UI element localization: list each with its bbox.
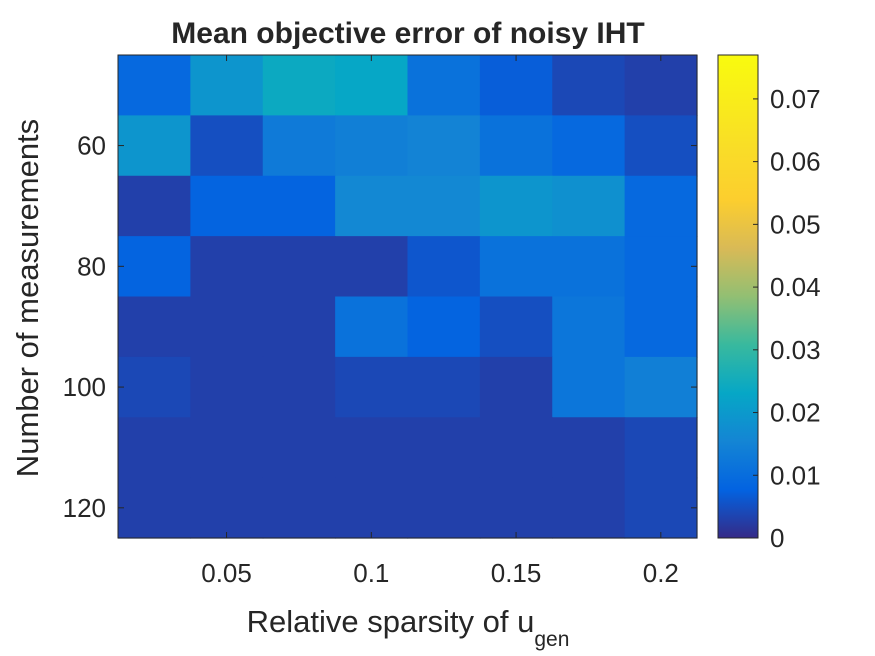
heatmap-cell xyxy=(190,236,264,298)
y-axis-label: Number of measurements xyxy=(10,119,45,477)
heatmap-cell xyxy=(118,236,191,298)
heatmap-cell xyxy=(624,175,698,237)
colorbar-tick-label: 0.05 xyxy=(770,209,821,239)
heatmap-cell xyxy=(479,115,553,177)
heatmap-cell xyxy=(335,417,409,479)
x-tick-label: 0.15 xyxy=(491,558,542,588)
heatmap-cell xyxy=(118,356,191,418)
heatmap-cell xyxy=(335,356,409,418)
heatmap-cell xyxy=(335,477,409,539)
heatmap-cell xyxy=(190,175,264,237)
heatmap-cell xyxy=(552,55,626,116)
heatmap-cell xyxy=(624,356,698,418)
heatmap-cell xyxy=(407,296,481,358)
plot-frame xyxy=(117,54,698,539)
heatmap-cell xyxy=(407,115,481,177)
x-tick-label: 0.05 xyxy=(201,558,252,588)
heatmap-cell xyxy=(407,236,481,298)
colorbar-tick-label: 0.07 xyxy=(770,84,821,114)
x-axis-label-subscript: gen xyxy=(534,628,569,651)
heatmap-cell xyxy=(479,296,553,358)
heatmap-cell xyxy=(118,175,191,237)
heatmap-cell xyxy=(118,115,191,177)
x-tick-label: 0.1 xyxy=(353,558,389,588)
heatmap-cell xyxy=(190,296,264,358)
heatmap-cell xyxy=(262,55,336,116)
heatmap-cell xyxy=(407,55,481,116)
heatmap-cell xyxy=(190,417,264,479)
heatmap-cell xyxy=(552,356,626,418)
colorbar xyxy=(717,54,759,539)
heatmap-cell xyxy=(407,417,481,479)
heatmap-cell xyxy=(118,417,191,479)
heatmap-cell xyxy=(624,55,698,116)
heatmap-cell xyxy=(262,115,336,177)
heatmap-cell xyxy=(552,236,626,298)
heatmap-cell xyxy=(552,175,626,237)
heatmap-cells xyxy=(118,55,698,539)
colorbar-tick-label: 0.02 xyxy=(770,398,821,428)
heatmap-cell xyxy=(118,477,191,539)
heatmap-cell xyxy=(190,477,264,539)
colorbar-tick-label: 0.04 xyxy=(770,272,821,302)
colorbar-tick-label: 0.01 xyxy=(770,460,821,490)
y-axis-ticks: 60 80 100 120 xyxy=(63,131,697,523)
y-tick-label: 80 xyxy=(77,251,106,281)
chart-title: Mean objective error of noisy IHT xyxy=(171,17,644,50)
heatmap-cell xyxy=(262,417,336,479)
heatmap-cell xyxy=(407,175,481,237)
heatmap-cell xyxy=(262,236,336,298)
heatmap-cell xyxy=(624,296,698,358)
y-tick-label: 120 xyxy=(63,493,106,523)
heatmap-cell xyxy=(262,477,336,539)
heatmap-cell xyxy=(479,236,553,298)
heatmap-cell xyxy=(335,236,409,298)
heatmap-cell xyxy=(335,175,409,237)
heatmap-cell xyxy=(262,356,336,418)
y-tick-label: 60 xyxy=(77,131,106,161)
heatmap-cell xyxy=(262,175,336,237)
heatmap-cell xyxy=(552,115,626,177)
heatmap-cell xyxy=(624,115,698,177)
heatmap-cell xyxy=(479,175,553,237)
heatmap-cell xyxy=(624,417,698,479)
heatmap-cell xyxy=(407,477,481,539)
colorbar-tick-label: 0 xyxy=(770,523,784,553)
heatmap-cell xyxy=(335,55,409,116)
heatmap-cell xyxy=(335,296,409,358)
heatmap-cell xyxy=(479,477,553,539)
x-axis-ticks: 0.05 0.1 0.15 0.2 xyxy=(201,55,679,588)
y-tick-label: 100 xyxy=(63,372,106,402)
colorbar-ticks: 0 0.01 0.02 0.03 0.04 0.05 0.06 0.07 xyxy=(753,84,821,553)
colorbar-tick-label: 0.06 xyxy=(770,147,821,177)
heatmap-cell xyxy=(190,55,264,116)
heatmap-cell xyxy=(624,236,698,298)
heatmap-cell xyxy=(190,356,264,418)
heatmap-cell xyxy=(479,356,553,418)
heatmap-cell xyxy=(407,356,481,418)
heatmap-cell xyxy=(552,296,626,358)
heatmap-cell xyxy=(118,296,191,358)
heatmap-cell xyxy=(552,477,626,539)
x-axis-label-main: Relative sparsity of u xyxy=(247,604,535,639)
heatmap-cell xyxy=(190,115,264,177)
x-tick-label: 0.2 xyxy=(643,558,679,588)
x-axis-label: Relative sparsity of ugen xyxy=(247,604,570,651)
heatmap-cell xyxy=(335,115,409,177)
heatmap-cell xyxy=(624,477,698,539)
heatmap-cell xyxy=(479,55,553,116)
heatmap-cell xyxy=(118,55,191,116)
heatmap-cell xyxy=(479,417,553,479)
colorbar-tick-label: 0.03 xyxy=(770,335,821,365)
heatmap-cell xyxy=(552,417,626,479)
heatmap-cell xyxy=(262,296,336,358)
